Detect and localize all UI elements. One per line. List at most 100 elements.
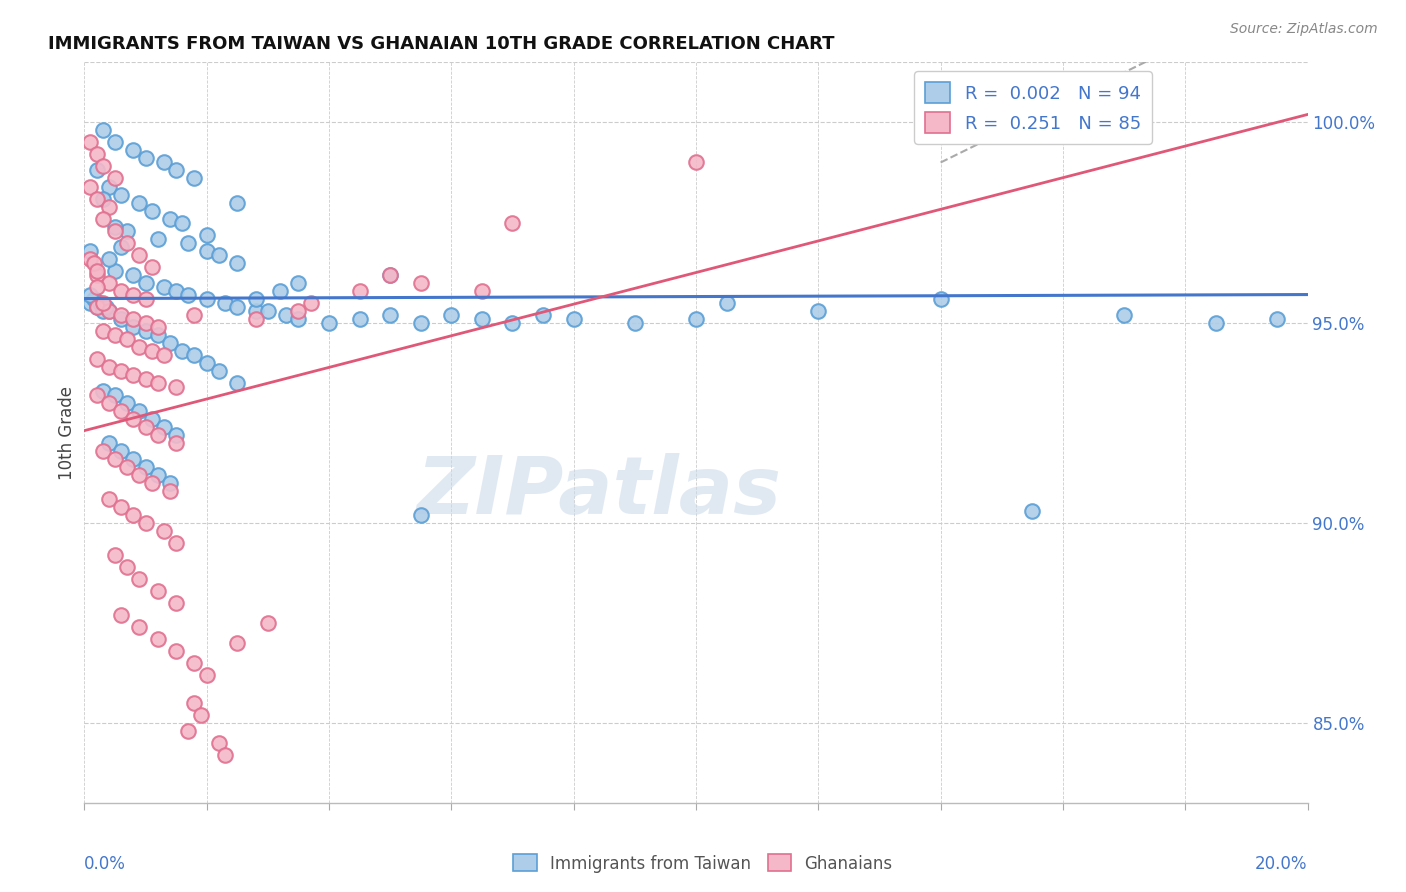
Point	[115, 223, 138, 237]
Point	[146, 467, 169, 482]
Point	[97, 491, 120, 506]
Point	[97, 359, 120, 374]
Point	[86, 163, 108, 178]
Point	[245, 292, 267, 306]
Point	[165, 596, 187, 610]
Point	[165, 644, 187, 658]
Text: Source: ZipAtlas.com: Source: ZipAtlas.com	[1230, 22, 1378, 37]
Point	[104, 223, 127, 237]
Point	[624, 316, 647, 330]
Point	[146, 427, 169, 442]
Point	[128, 467, 150, 482]
Point	[86, 295, 108, 310]
Point	[562, 311, 585, 326]
Point	[135, 152, 157, 166]
Point	[929, 292, 952, 306]
Point	[79, 179, 101, 194]
Point	[409, 276, 432, 290]
Point	[716, 295, 738, 310]
Point	[91, 295, 114, 310]
Point	[86, 268, 108, 282]
Point	[165, 284, 187, 298]
Point	[208, 363, 231, 377]
Point	[86, 351, 108, 366]
Point	[128, 572, 150, 586]
Point	[115, 395, 138, 409]
Point	[287, 303, 309, 318]
Point	[122, 368, 145, 382]
Text: 0.0%: 0.0%	[84, 855, 127, 872]
Point	[153, 279, 176, 293]
Point	[177, 235, 200, 250]
Point	[97, 303, 120, 318]
Point	[115, 459, 138, 474]
Point	[172, 343, 194, 358]
Point	[153, 348, 176, 362]
Point	[1021, 503, 1043, 517]
Point	[276, 308, 298, 322]
Point	[97, 395, 120, 409]
Text: IMMIGRANTS FROM TAIWAN VS GHANAIAN 10TH GRADE CORRELATION CHART: IMMIGRANTS FROM TAIWAN VS GHANAIAN 10TH …	[48, 35, 834, 53]
Point	[122, 268, 145, 282]
Point	[91, 192, 114, 206]
Point	[299, 295, 322, 310]
Point	[91, 324, 114, 338]
Point	[183, 696, 205, 710]
Point	[685, 155, 707, 169]
Point	[83, 292, 105, 306]
Text: ZIPatlas: ZIPatlas	[416, 453, 780, 531]
Point	[165, 535, 187, 549]
Point	[122, 144, 145, 158]
Point	[195, 667, 218, 681]
Legend: Immigrants from Taiwan, Ghanaians: Immigrants from Taiwan, Ghanaians	[506, 847, 900, 880]
Point	[146, 632, 169, 646]
Point	[115, 235, 138, 250]
Point	[146, 376, 169, 390]
Point	[110, 308, 132, 322]
Point	[159, 335, 181, 350]
Point	[380, 268, 402, 282]
Point	[104, 136, 127, 150]
Point	[128, 247, 150, 261]
Point	[79, 295, 101, 310]
Legend: R =  0.002   N = 94, R =  0.251   N = 85: R = 0.002 N = 94, R = 0.251 N = 85	[914, 71, 1152, 144]
Point	[110, 187, 132, 202]
Point	[195, 292, 218, 306]
Point	[91, 443, 114, 458]
Point	[257, 615, 280, 630]
Point	[86, 147, 108, 161]
Point	[104, 171, 127, 186]
Point	[195, 355, 218, 369]
Point	[128, 340, 150, 354]
Point	[380, 308, 402, 322]
Point	[165, 435, 187, 450]
Point	[94, 300, 117, 314]
Point	[159, 475, 181, 490]
Point	[110, 363, 132, 377]
Point	[135, 516, 157, 530]
Point	[97, 252, 120, 266]
Point	[104, 548, 127, 562]
Point	[86, 387, 108, 401]
Point	[226, 636, 249, 650]
Point	[685, 311, 707, 326]
Point	[214, 295, 236, 310]
Point	[1205, 316, 1227, 330]
Point	[226, 300, 249, 314]
Point	[110, 443, 132, 458]
Point	[122, 319, 145, 334]
Point	[86, 279, 108, 293]
Point	[79, 252, 101, 266]
Point	[807, 303, 830, 318]
Point	[86, 300, 108, 314]
Point	[110, 284, 132, 298]
Point	[141, 411, 163, 425]
Point	[135, 459, 157, 474]
Point	[141, 343, 163, 358]
Point	[110, 239, 132, 253]
Point	[502, 316, 524, 330]
Point	[1265, 311, 1288, 326]
Point	[110, 403, 132, 417]
Point	[165, 427, 187, 442]
Point	[183, 171, 205, 186]
